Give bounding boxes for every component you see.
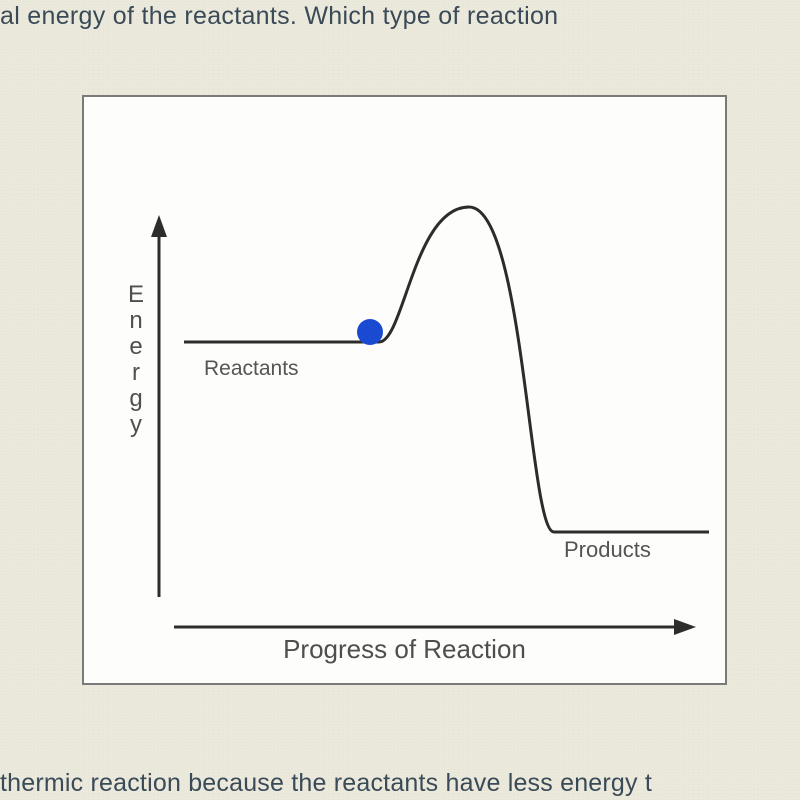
energy-diagram: E n e r g y Reactants Products Progress … xyxy=(82,95,727,685)
x-axis-arrowhead xyxy=(674,619,696,635)
y-axis-letter: y xyxy=(128,412,144,438)
reaction-marker-dot xyxy=(357,319,383,345)
answer-text-fragment: thermic reaction because the reactants h… xyxy=(0,769,800,798)
diagram-svg xyxy=(84,97,729,687)
products-label: Products xyxy=(564,537,651,563)
y-axis-letter: g xyxy=(128,386,144,412)
y-axis-label: E n e r g y xyxy=(128,282,144,438)
question-text-fragment: al energy of the reactants. Which type o… xyxy=(0,2,800,31)
x-axis-label: Progress of Reaction xyxy=(84,634,725,665)
y-axis-letter: E xyxy=(128,282,144,308)
y-axis-letter: n xyxy=(128,308,144,334)
y-axis-arrowhead xyxy=(151,215,167,237)
y-axis-letter: e xyxy=(128,334,144,360)
reactants-label: Reactants xyxy=(204,357,299,381)
y-axis-letter: r xyxy=(128,360,144,386)
